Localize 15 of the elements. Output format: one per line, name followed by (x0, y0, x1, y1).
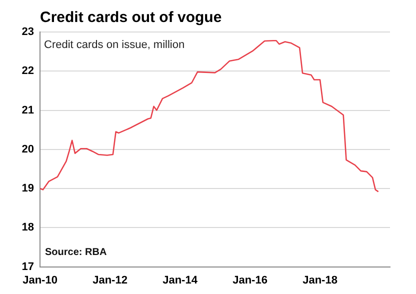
x-tick-label: Jan-10 (22, 274, 58, 286)
y-tick-label: 17 (22, 260, 34, 273)
annotation: Source: RBA (45, 246, 107, 258)
y-tick-label: 18 (22, 222, 34, 234)
y-tick-label: 19 (22, 182, 34, 195)
x-tick-label: Jan-16 (232, 274, 268, 286)
x-tick-label: Jan-14 (162, 274, 198, 286)
chart-title: Credit cards out of vogue (40, 9, 222, 26)
x-tick-label: Jan-18 (302, 274, 338, 286)
x-tick-label: Jan-12 (92, 274, 128, 286)
y-tick-label: 21 (22, 104, 34, 116)
y-axis-title: Credit cards on issue, million (44, 39, 185, 51)
y-tick-label: 20 (22, 143, 34, 156)
y-tick-label: 22 (22, 65, 34, 78)
y-tick-label: 23 (22, 26, 34, 38)
